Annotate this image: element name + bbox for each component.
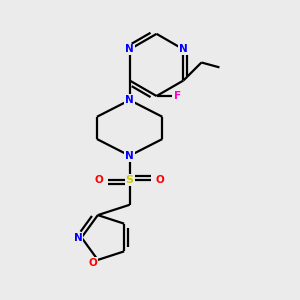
Text: N: N bbox=[125, 151, 134, 161]
Text: O: O bbox=[156, 175, 164, 185]
Text: N: N bbox=[125, 95, 134, 105]
Text: N: N bbox=[179, 44, 188, 54]
Text: N: N bbox=[125, 44, 134, 54]
Text: O: O bbox=[88, 258, 97, 268]
Text: F: F bbox=[174, 91, 181, 101]
Text: O: O bbox=[95, 175, 103, 185]
Text: S: S bbox=[126, 175, 134, 185]
Text: N: N bbox=[74, 232, 82, 242]
